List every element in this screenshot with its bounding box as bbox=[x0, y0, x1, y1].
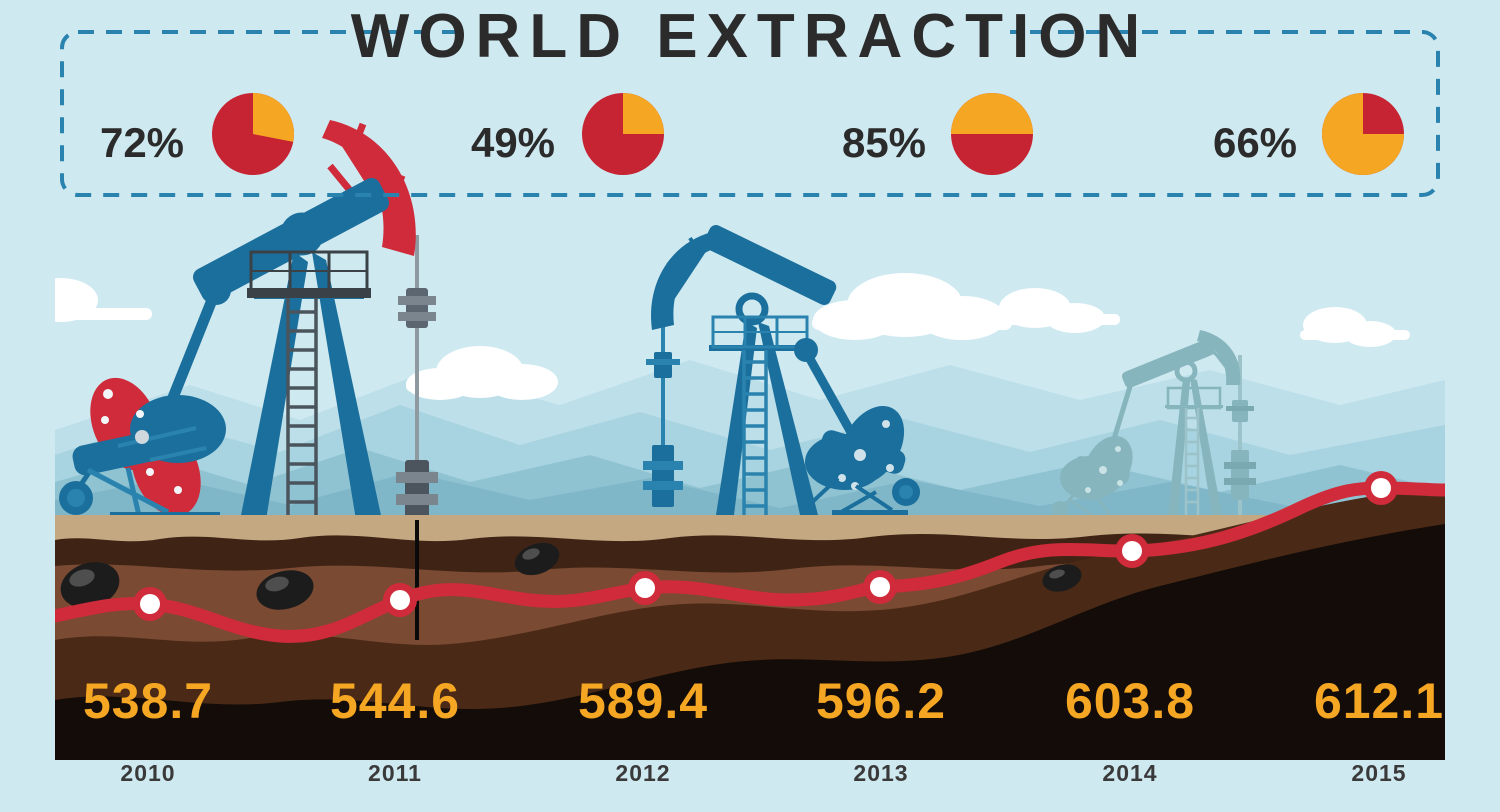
stat-3-pie-chart[interactable] bbox=[951, 93, 1033, 175]
beam-pivot-foreground bbox=[201, 275, 231, 305]
year-label: 2014 bbox=[1102, 760, 1157, 786]
stat-1-pie-chart[interactable] bbox=[212, 93, 294, 175]
data-point-marker[interactable] bbox=[1115, 534, 1149, 568]
saddle-bearing-middle bbox=[735, 292, 769, 326]
value-label: 544.6 bbox=[330, 673, 460, 729]
year-label: 2012 bbox=[615, 760, 670, 786]
drill-rod-foreground bbox=[396, 235, 438, 530]
beam-pivot-middle bbox=[794, 338, 818, 362]
ladder-foreground bbox=[286, 298, 318, 522]
value-label-group: 538.7 544.6 589.4 596.2 603.8 612.1 bbox=[83, 673, 1444, 729]
data-point-markers[interactable] bbox=[133, 471, 1398, 621]
rock-1 bbox=[60, 562, 120, 608]
stat-2-pie-chart[interactable] bbox=[582, 93, 664, 175]
trend-line-group bbox=[55, 481, 1445, 643]
counterweight-middle bbox=[804, 406, 920, 517]
rock-group bbox=[60, 542, 1082, 610]
pumpjack-middle bbox=[643, 224, 920, 517]
pie-slice-yellow bbox=[951, 93, 1033, 134]
pie-slice-yellow bbox=[1322, 93, 1404, 175]
stat-3-percent-label: 85% bbox=[842, 119, 926, 166]
stats-group[interactable]: 72% 49% 85% 66% bbox=[100, 93, 1404, 175]
rock-3 bbox=[514, 542, 560, 576]
cloud-5 bbox=[55, 278, 152, 322]
title-backdrop bbox=[470, 8, 1010, 64]
value-label: 589.4 bbox=[578, 673, 708, 729]
data-point-marker[interactable] bbox=[1364, 471, 1398, 505]
year-label: 2013 bbox=[853, 760, 908, 786]
stat-4-percent-label: 66% bbox=[1213, 119, 1297, 166]
drill-rod-background bbox=[1224, 355, 1256, 515]
value-label: 603.8 bbox=[1065, 673, 1195, 729]
page-title: WORLD EXTRACTION bbox=[351, 2, 1149, 71]
data-point-marker[interactable] bbox=[133, 587, 167, 621]
rock-2 bbox=[256, 570, 314, 610]
oil-reservoir-layer bbox=[55, 524, 1445, 760]
walking-beam-foreground bbox=[193, 177, 389, 303]
stat-2-percent-label: 49% bbox=[471, 119, 555, 166]
walking-beam-background bbox=[1122, 339, 1215, 388]
pie-slice-yellow bbox=[623, 93, 664, 134]
platform-middle bbox=[709, 315, 811, 351]
value-label: 596.2 bbox=[816, 673, 946, 729]
trend-line-path bbox=[55, 481, 1445, 643]
platform-foreground bbox=[247, 250, 371, 298]
scene-group: 538.7 544.6 589.4 596.2 603.8 612.1 bbox=[55, 120, 1445, 760]
walking-beam-middle bbox=[703, 224, 837, 306]
rock-4 bbox=[1042, 564, 1082, 592]
cloud-2 bbox=[812, 273, 1012, 340]
stat-4-pie-chart[interactable] bbox=[1322, 93, 1404, 175]
data-point-marker[interactable] bbox=[628, 571, 662, 605]
year-label: 2010 bbox=[120, 760, 175, 786]
drill-rod-middle bbox=[643, 290, 683, 507]
cloud-group bbox=[55, 273, 1410, 400]
year-label-group: 2010 2011 2012 2013 2014 2015 bbox=[120, 760, 1406, 786]
counterweight-background bbox=[1051, 379, 1135, 519]
year-label: 2015 bbox=[1351, 760, 1406, 786]
data-point-marker[interactable] bbox=[383, 583, 417, 617]
value-label: 612.1 bbox=[1314, 673, 1444, 729]
stat-1-percent-label: 72% bbox=[100, 119, 184, 166]
pumpjack-background bbox=[1051, 330, 1256, 519]
year-label: 2011 bbox=[368, 760, 422, 786]
ladder-middle bbox=[742, 350, 768, 515]
cloud-4 bbox=[1300, 307, 1410, 347]
horsehead-middle bbox=[651, 232, 716, 330]
value-label: 538.7 bbox=[83, 673, 213, 729]
ladder-background bbox=[1184, 408, 1200, 515]
pie-slice-yellow bbox=[253, 93, 294, 142]
cloud-1 bbox=[406, 346, 558, 400]
cloud-3 bbox=[999, 288, 1120, 333]
data-point-marker[interactable] bbox=[863, 570, 897, 604]
